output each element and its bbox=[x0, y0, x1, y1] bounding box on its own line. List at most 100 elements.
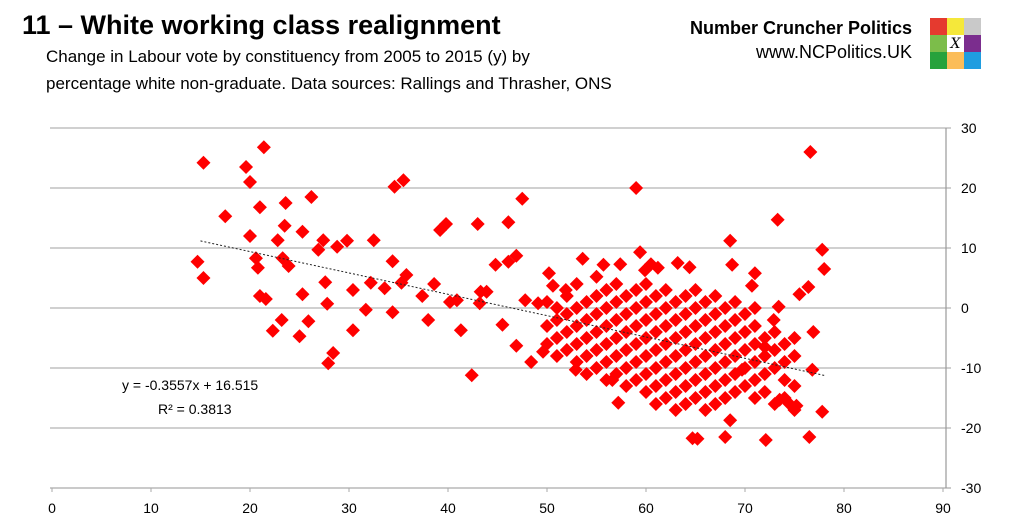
x-tick-label: 90 bbox=[935, 500, 951, 516]
data-point bbox=[678, 289, 693, 303]
data-point bbox=[771, 299, 786, 314]
data-point bbox=[698, 403, 713, 417]
data-point bbox=[728, 331, 743, 345]
data-point bbox=[698, 295, 713, 309]
data-point bbox=[718, 373, 733, 387]
data-point bbox=[688, 373, 703, 387]
data-point bbox=[377, 281, 392, 296]
data-point bbox=[658, 301, 673, 315]
data-point bbox=[787, 403, 802, 417]
data-point bbox=[639, 313, 653, 327]
data-point bbox=[439, 217, 454, 231]
data-point bbox=[524, 355, 539, 369]
data-point bbox=[639, 367, 653, 381]
data-point bbox=[318, 275, 333, 290]
data-point bbox=[265, 323, 280, 338]
data-point bbox=[767, 361, 782, 375]
data-point bbox=[396, 173, 411, 188]
data-point bbox=[579, 349, 594, 363]
data-point bbox=[658, 319, 673, 333]
data-point bbox=[609, 367, 624, 381]
data-point bbox=[708, 397, 723, 411]
data-point bbox=[757, 331, 772, 345]
data-point bbox=[815, 404, 830, 419]
logo-cell bbox=[964, 18, 981, 35]
data-point bbox=[316, 233, 331, 248]
data-point bbox=[326, 346, 341, 360]
brand-logo: X bbox=[930, 18, 981, 69]
data-point bbox=[385, 254, 400, 269]
data-point bbox=[708, 289, 723, 303]
data-point bbox=[718, 430, 733, 444]
trendline-equation: y = -0.3557x + 16.515 bbox=[122, 377, 258, 393]
data-point bbox=[744, 278, 759, 293]
data-point bbox=[757, 349, 772, 363]
data-point bbox=[629, 373, 644, 387]
data-point bbox=[301, 314, 316, 329]
data-point bbox=[599, 319, 614, 333]
data-point bbox=[190, 254, 205, 269]
data-point bbox=[295, 287, 310, 302]
data-point bbox=[718, 337, 733, 351]
data-point bbox=[549, 331, 564, 345]
data-point bbox=[817, 262, 832, 276]
data-point bbox=[609, 295, 624, 309]
data-point bbox=[747, 391, 762, 405]
data-point bbox=[777, 337, 792, 351]
data-point bbox=[708, 379, 723, 393]
x-tick-label: 20 bbox=[242, 500, 258, 516]
data-point bbox=[579, 331, 594, 345]
data-point bbox=[767, 325, 782, 339]
logo-cell bbox=[930, 35, 947, 52]
data-point bbox=[427, 277, 442, 291]
x-tick-label: 60 bbox=[638, 500, 654, 516]
data-point bbox=[658, 373, 673, 387]
data-point bbox=[609, 349, 624, 363]
data-point bbox=[678, 307, 693, 321]
data-point bbox=[738, 343, 752, 357]
data-point bbox=[569, 301, 584, 315]
data-point bbox=[688, 337, 703, 351]
data-point bbox=[599, 355, 614, 369]
data-point bbox=[648, 289, 663, 303]
data-point bbox=[470, 217, 485, 231]
data-point bbox=[399, 268, 414, 282]
data-point bbox=[472, 296, 487, 311]
data-point bbox=[629, 181, 644, 195]
data-point bbox=[698, 367, 713, 381]
data-point bbox=[658, 355, 673, 369]
data-point bbox=[757, 367, 772, 381]
x-tick-label: 40 bbox=[440, 500, 456, 516]
data-point bbox=[685, 431, 700, 446]
data-point bbox=[358, 302, 373, 317]
data-point bbox=[579, 295, 594, 309]
data-point bbox=[385, 305, 400, 320]
data-point bbox=[596, 257, 611, 272]
data-point bbox=[688, 301, 703, 315]
x-tick-label: 30 bbox=[341, 500, 357, 516]
data-point bbox=[545, 278, 560, 293]
data-point bbox=[792, 287, 807, 302]
data-point bbox=[633, 245, 648, 260]
data-point bbox=[668, 295, 683, 309]
data-point bbox=[738, 307, 752, 321]
data-point bbox=[708, 343, 723, 357]
data-point bbox=[518, 293, 533, 308]
logo-cell bbox=[964, 35, 981, 52]
data-point bbox=[304, 190, 319, 204]
data-point bbox=[479, 284, 494, 299]
data-point bbox=[415, 289, 430, 303]
data-point bbox=[708, 361, 723, 375]
data-point bbox=[639, 349, 653, 363]
data-point bbox=[787, 379, 802, 393]
logo-cell bbox=[947, 18, 964, 35]
data-point bbox=[718, 391, 733, 405]
logo-cell bbox=[964, 52, 981, 69]
data-point bbox=[670, 256, 685, 270]
data-point bbox=[777, 355, 792, 369]
logo-cell bbox=[930, 18, 947, 35]
data-point bbox=[718, 301, 733, 315]
data-point bbox=[728, 313, 743, 327]
data-point bbox=[747, 373, 762, 387]
